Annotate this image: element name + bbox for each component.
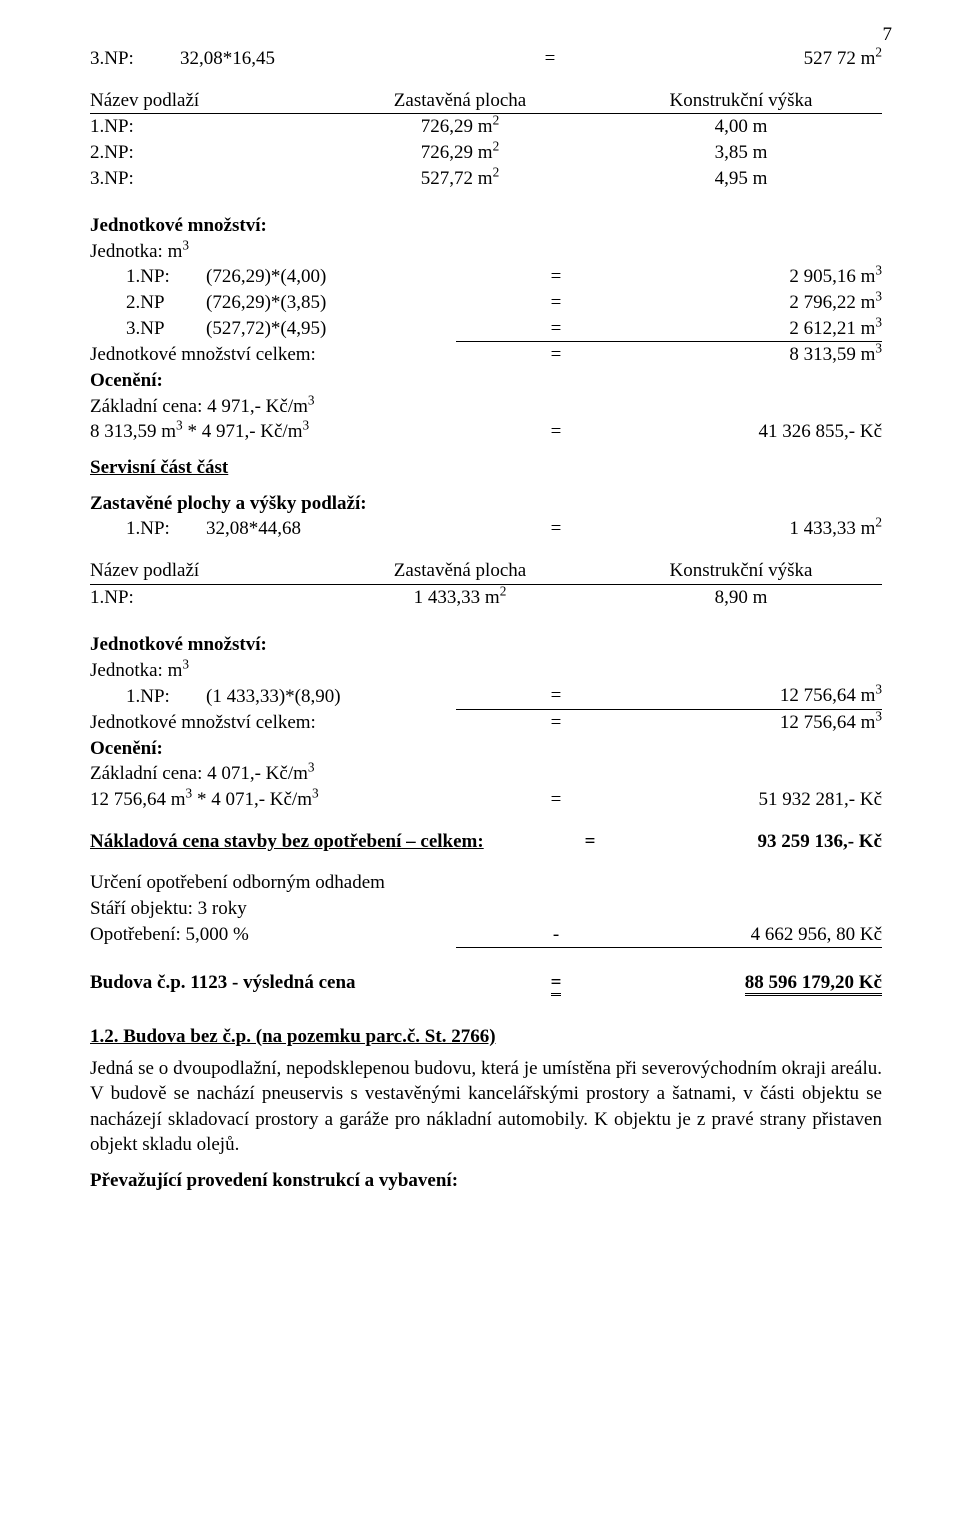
unit-label: Jednotka: m3 [90, 239, 882, 265]
table-row: 2.NP (726,29)*(3,85) = 2 796,22 m3 [90, 290, 882, 316]
table-row: 1.NP: (1 433,33)*(8,90) = 12 756,64 m3 [90, 683, 882, 709]
base-price: Základní cena: 4 971,- Kč/m3 [90, 394, 882, 420]
calc-val: 527 72 m2 [660, 46, 882, 72]
section-12-heading: 1.2. Budova bez č.p. (na pozemku parc.č.… [90, 1024, 882, 1050]
table-row: 1.NP: 1 433,33 m2 8,90 m [90, 584, 882, 610]
table-header: Konstrukční výška [600, 88, 882, 114]
oceneni-heading: Ocenění: [90, 368, 882, 394]
unit-qty-heading-2: Jednotkové množství: [90, 632, 882, 658]
oceneni-heading-2: Ocenění: [90, 736, 882, 762]
table-row: 1.NP: 726,29 m2 4,00 m [90, 114, 882, 140]
section-12-para: Jedná se o dvoupodlažní, nepodsklepenou … [90, 1056, 882, 1159]
service-heading: Servisní část část [90, 455, 882, 481]
floors-table-2: Název podlaží Zastavěná plocha Konstrukč… [90, 558, 882, 610]
table-row: 2.NP: 726,29 m2 3,85 m [90, 140, 882, 166]
unit-qty-heading: Jednotkové množství: [90, 213, 882, 239]
mult-row-1: 8 313,59 m3 * 4 971,- Kč/m3 = 41 326 855… [90, 419, 882, 445]
zpv-heading: Zastavěné plochy a výšky podlaží: [90, 491, 882, 517]
page: 7 3.NP: 32,08*16,45 = 527 72 m2 Název po… [0, 0, 960, 1519]
floors-table-1: Název podlaží Zastavěná plocha Konstrukč… [90, 88, 882, 192]
unit-qty-table-2: 1.NP: (1 433,33)*(8,90) = 12 756,64 m3 J… [90, 683, 882, 735]
wear-line-3: Opotřebení: 5,000 % - 4 662 956, 80 Kč [90, 922, 882, 949]
table-row-total: Jednotkové množství celkem: = 12 756,64 … [90, 710, 882, 736]
unit-label-2: Jednotka: m3 [90, 658, 882, 684]
page-number: 7 [883, 22, 893, 48]
table-row: 3.NP (527,72)*(4,95) = 2 612,21 m3 [90, 316, 882, 342]
table-header: Zastavěná plocha [320, 88, 600, 114]
table-row: 3.NP: 527,72 m2 4,95 m [90, 166, 882, 192]
calc-label: 3.NP: [90, 46, 180, 72]
unit-qty-table-1: 1.NP: (726,29)*(4,00) = 2 905,16 m3 2.NP… [90, 264, 882, 368]
table-header-row: Název podlaží Zastavěná plocha Konstrukč… [90, 558, 882, 584]
table-header-row: Název podlaží Zastavěná plocha Konstrukč… [90, 88, 882, 114]
base-price-2: Základní cena: 4 071,- Kč/m3 [90, 761, 882, 787]
table-row-total: Jednotkové množství celkem: = 8 313,59 m… [90, 342, 882, 368]
table-header: Název podlaží [90, 88, 320, 114]
cost-summary: Nákladová cena stavby bez opotřebení – c… [90, 829, 882, 855]
wear-line-2: Stáří objektu: 3 roky [90, 896, 882, 922]
calc-row-2: 1.NP: 32,08*44,68 = 1 433,33 m2 [90, 516, 882, 542]
calc-eq: = [440, 46, 660, 72]
wear-line-1: Určení opotřebení odborným odhadem [90, 870, 882, 896]
mult-row-2: 12 756,64 m3 * 4 071,- Kč/m3 = 51 932 28… [90, 787, 882, 813]
final-price: Budova č.p. 1123 - výsledná cena = 88 59… [90, 970, 882, 996]
top-calc: 3.NP: 32,08*16,45 = 527 72 m2 [90, 46, 882, 72]
section-12-subheading: Převažující provedení konstrukcí a vybav… [90, 1168, 882, 1194]
table-row: 1.NP: (726,29)*(4,00) = 2 905,16 m3 [90, 264, 882, 290]
calc-mid: 32,08*16,45 [180, 46, 440, 72]
